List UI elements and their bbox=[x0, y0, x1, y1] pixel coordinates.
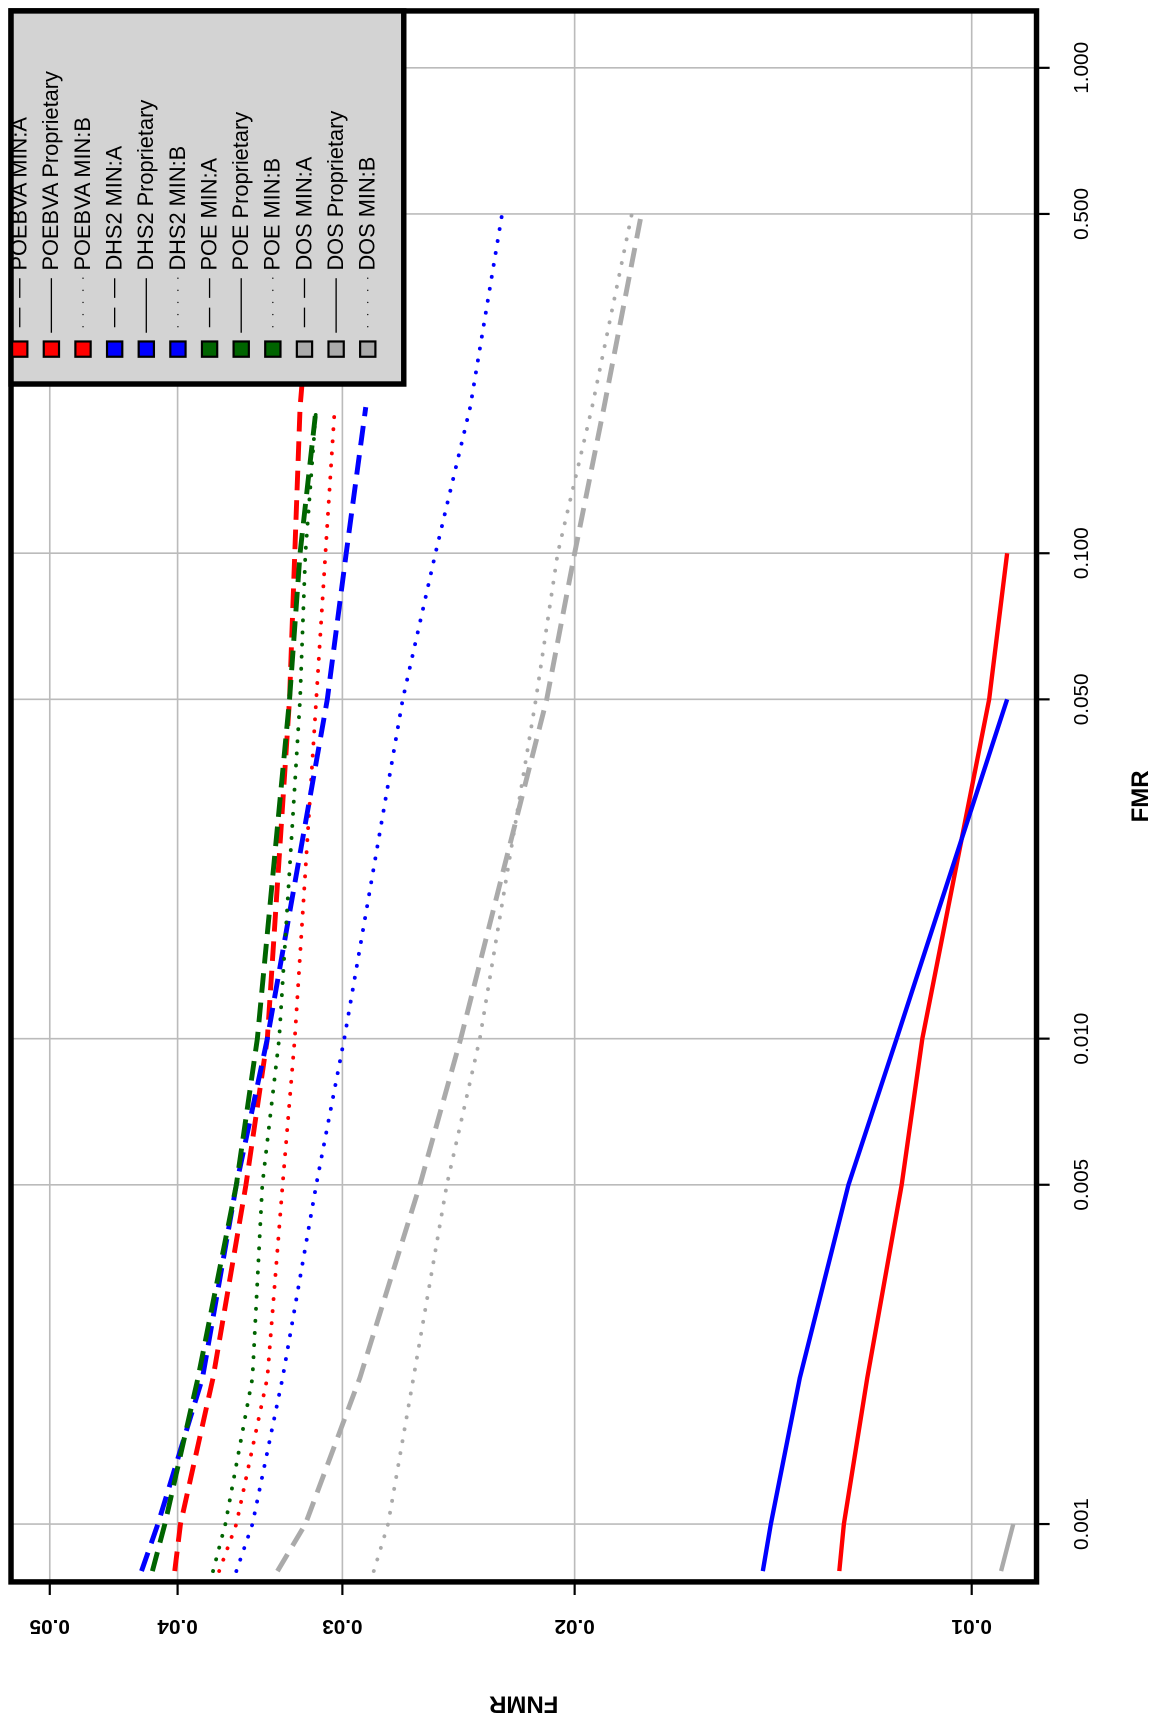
series-line bbox=[837, 552, 1010, 1572]
series-line bbox=[211, 405, 319, 1573]
legend-swatch bbox=[359, 340, 377, 358]
series-line bbox=[139, 406, 369, 1572]
x-tick-label: 0.01 bbox=[952, 1615, 992, 1638]
y-tick-label: 0.005 bbox=[1070, 1159, 1093, 1211]
series-line bbox=[275, 213, 644, 1573]
series-line bbox=[760, 698, 1010, 1572]
legend-swatch bbox=[232, 340, 250, 358]
legend-label: DHS2 Proprietary bbox=[133, 100, 158, 271]
y-tick-label: 1.000 bbox=[1070, 42, 1093, 94]
series-line bbox=[371, 212, 634, 1573]
legend-label: POEBVA Proprietary bbox=[38, 71, 63, 271]
legend-box bbox=[8, 8, 407, 387]
legend-swatch bbox=[169, 340, 187, 358]
legend-swatch bbox=[74, 340, 92, 358]
legend-label: POEBVA MIN:A bbox=[7, 117, 32, 271]
legend-swatch bbox=[200, 340, 219, 358]
series-line bbox=[998, 1523, 1016, 1572]
y-tick-label: 0.010 bbox=[1070, 1013, 1093, 1065]
legend-swatch bbox=[264, 340, 282, 358]
series-line bbox=[150, 406, 319, 1572]
legend-swatch bbox=[327, 340, 345, 358]
x-tick-label: 0.04 bbox=[157, 1615, 198, 1638]
legend-label: POE MIN:B bbox=[260, 158, 285, 271]
plot-frame bbox=[8, 8, 1040, 1585]
y-tick-label: 0.100 bbox=[1070, 527, 1093, 579]
axes: 0.05 0.04 0.03 0.02 0.01 1.000 0.500 0.100 0.050… bbox=[30, 42, 1093, 1638]
legend: POEBVA MIN:A POEBVA Proprietary POEBVA MIN… bbox=[7, 8, 407, 387]
x-tick-label: 0.05 bbox=[30, 1615, 70, 1638]
legend-swatch bbox=[11, 340, 29, 358]
plot-lines bbox=[139, 212, 1016, 1573]
y-tick-label: 0.001 bbox=[1070, 1498, 1093, 1550]
x-tick-label: 0.03 bbox=[322, 1615, 362, 1638]
legend-label: POEBVA MIN:B bbox=[70, 117, 95, 270]
legend-label: POE MIN:A bbox=[196, 157, 221, 270]
x-axis-title: FNMR bbox=[489, 1690, 558, 1715]
legend-swatch bbox=[137, 340, 156, 358]
legend-label: POE Proprietary bbox=[228, 112, 253, 271]
legend-label: DHS2 MIN:A bbox=[102, 145, 127, 270]
y-axis-title: FMR bbox=[1127, 770, 1154, 822]
legend-swatch bbox=[105, 340, 124, 358]
x-tick-label: 0.02 bbox=[554, 1615, 594, 1638]
y-tick-label: 0.500 bbox=[1070, 188, 1093, 240]
legend-label: DOS MIN:B bbox=[355, 157, 380, 271]
y-tick-label: 0.050 bbox=[1070, 673, 1093, 725]
legend-swatch bbox=[42, 340, 61, 358]
legend-label: DHS2 MIN:B bbox=[165, 146, 190, 271]
legend-swatch bbox=[295, 340, 314, 358]
legend-label: DOS Proprietary bbox=[323, 111, 348, 271]
series-line bbox=[234, 212, 505, 1573]
legend-label: DOS MIN:A bbox=[291, 156, 316, 270]
